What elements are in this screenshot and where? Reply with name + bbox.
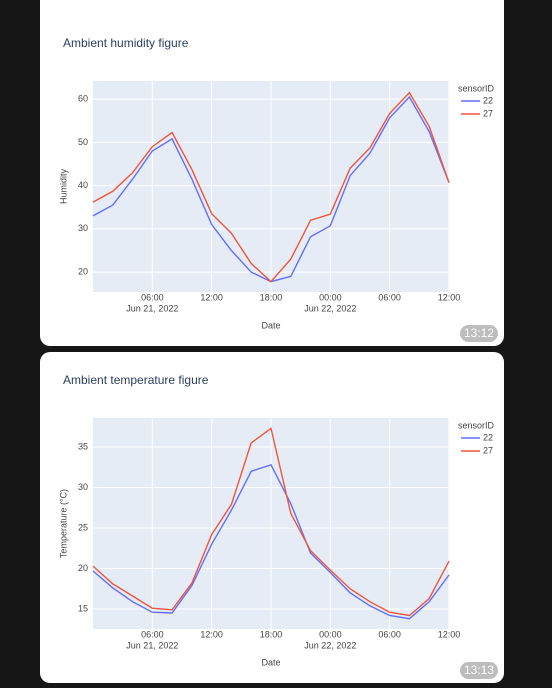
chart-title: Ambient humidity figure <box>63 36 189 50</box>
legend-label: 22 <box>483 95 493 105</box>
message: Ambient humidity figure 20 30 40 50 60 06:00 Ju… <box>40 15 504 346</box>
x-tick-label: 12:00 <box>200 629 223 639</box>
y-tick-label: 25 <box>78 522 88 532</box>
x-tick-date: Jun 21, 2022 <box>126 640 178 650</box>
chart-title: Ambient temperature figure <box>63 373 209 387</box>
y-tick-label: 35 <box>78 441 88 451</box>
data-line <box>92 463 450 620</box>
y-axis-title: Humidity <box>58 169 68 205</box>
legend-title: sensorID <box>458 83 495 93</box>
y-tick-label: 20 <box>78 563 88 573</box>
chart: Ambient temperature figure 15 20 25 30 35 06:0… <box>58 373 495 667</box>
y-tick-label: 50 <box>78 137 88 147</box>
legend-title: sensorID <box>458 420 495 430</box>
y-tick-label: 20 <box>78 266 88 276</box>
x-tick-label: 18:00 <box>260 629 283 639</box>
data-line <box>92 91 450 283</box>
chart: Ambient humidity figure203040506006:00Ju… <box>58 36 495 330</box>
y-tick-label: 15 <box>78 603 88 613</box>
x-axis-title: Date <box>261 657 280 667</box>
message: Ambient temperature figure 15 20 25 30 35 06:0… <box>40 352 504 683</box>
x-tick-date: Jun 22, 2022 <box>304 303 356 313</box>
x-tick-label: 06:00 <box>141 629 164 639</box>
y-tick-label: 40 <box>78 180 88 190</box>
y-tick-label: 30 <box>78 482 88 492</box>
y-tick-label: 60 <box>78 94 88 104</box>
x-tick-label: 06:00 <box>378 629 401 639</box>
data-line <box>92 427 450 617</box>
x-tick-label: 18:00 <box>260 292 283 302</box>
x-tick-label: 00:00 <box>319 629 342 639</box>
timestamp: 13:12 <box>460 325 498 342</box>
x-tick-label: 12:00 <box>200 292 223 302</box>
x-tick-date: Jun 22, 2022 <box>304 640 356 650</box>
y-axis-title: Temperature (°C) <box>58 489 68 558</box>
x-tick-label: 00:00 <box>319 292 342 302</box>
x-tick-label: 06:00 <box>378 292 401 302</box>
legend-label: 27 <box>483 445 493 455</box>
x-tick-label: 12:00 <box>438 292 461 302</box>
timestamp: 13:13 <box>460 662 498 679</box>
legend-label: 22 <box>483 432 493 442</box>
y-tick-label: 30 <box>78 223 88 233</box>
x-tick-date: Jun 21, 2022 <box>126 303 178 313</box>
legend-label: 27 <box>483 108 493 118</box>
x-tick-label: 12:00 <box>438 629 461 639</box>
x-tick-label: 06:00 <box>141 292 164 302</box>
x-axis-title: Date <box>261 320 280 330</box>
